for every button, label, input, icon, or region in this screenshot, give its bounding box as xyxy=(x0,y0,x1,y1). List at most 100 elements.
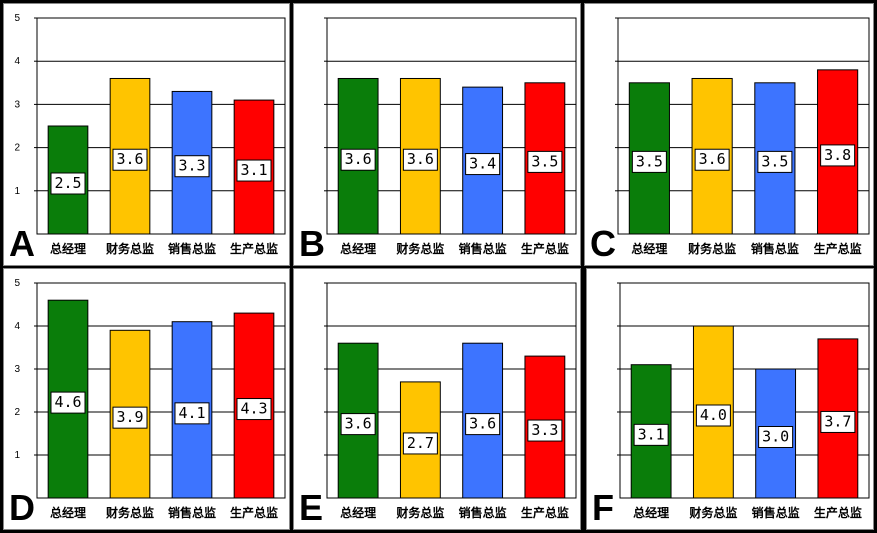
category-label-f-3: 销售总监 xyxy=(752,505,800,520)
data-label-f-4: 3.7 xyxy=(824,412,851,430)
category-label-c-1: 总经理 xyxy=(631,241,667,256)
category-label-b-1: 总经理 xyxy=(340,241,376,256)
panel-letter-c: C xyxy=(590,223,616,264)
chart-e: 3.6 总经理 2.7 财务总监 3.6 销售总监 3.3 生产总监 xyxy=(324,282,577,520)
data-label-f-1: 3.1 xyxy=(638,425,665,443)
data-label-c-2: 3.6 xyxy=(699,150,726,168)
data-label-e-4: 3.3 xyxy=(531,421,558,439)
data-label-box-d-1 xyxy=(50,391,86,414)
y-tick-label-d-1: 1 xyxy=(14,450,20,461)
category-label-a-4: 生产总监 xyxy=(230,241,278,256)
y-tick-label-a-5: 5 xyxy=(14,13,20,24)
y-tick-label-a-1: 1 xyxy=(14,186,20,197)
category-label-a-3: 销售总监 xyxy=(168,241,216,256)
category-label-d-4: 生产总监 xyxy=(230,505,278,520)
chart-b: 3.6 总经理 3.6 财务总监 3.4 销售总监 3.5 生产总监 xyxy=(324,17,577,256)
data-label-box-b-3 xyxy=(465,153,501,176)
data-label-box-c-4 xyxy=(820,144,856,167)
chart-f: 3.1 总经理 4.0 财务总监 3.0 销售总监 3.7 生产总监 xyxy=(617,282,870,520)
data-label-box-d-4 xyxy=(236,398,272,421)
data-label-box-a-2 xyxy=(112,148,148,171)
y-tick-label-d-3: 3 xyxy=(14,364,20,375)
panel-a: 1 2 3 4 5 2.5 总经理 3.6 财务总监 3.3 销售总监 3.1 生产总监 A xyxy=(3,3,290,266)
data-label-box-b-2 xyxy=(402,148,438,171)
y-tick-label-d-4: 4 xyxy=(14,321,20,332)
category-label-e-2: 财务总监 xyxy=(395,505,444,520)
category-label-c-4: 生产总监 xyxy=(814,241,862,256)
data-label-box-d-2 xyxy=(112,406,148,429)
category-label-a-1: 总经理 xyxy=(50,241,86,256)
chart-d: 1 2 3 4 5 4.6 总经理 3.9 财务总监 4.1 销售总监 4.3 生产总监 xyxy=(14,278,286,520)
panel-e: 3.6 总经理 2.7 财务总监 3.6 销售总监 3.3 生产总监 E xyxy=(293,268,581,530)
data-label-box-e-2 xyxy=(402,432,438,455)
y-tick-label-a-4: 4 xyxy=(14,56,20,67)
data-label-box-a-4 xyxy=(236,159,272,182)
data-label-e-1: 3.6 xyxy=(345,415,372,433)
data-label-box-c-3 xyxy=(757,150,793,173)
data-label-f-3: 3.0 xyxy=(762,428,789,446)
chart-a: 1 2 3 4 5 2.5 总经理 3.6 财务总监 3.3 销售总监 3.1 生产总监 xyxy=(14,13,286,256)
data-label-box-e-4 xyxy=(527,419,563,442)
data-label-d-4: 4.3 xyxy=(240,400,267,418)
data-label-box-f-2 xyxy=(695,404,731,427)
data-label-c-3: 3.5 xyxy=(761,152,788,170)
y-tick-label-a-2: 2 xyxy=(14,143,20,154)
data-label-box-d-3 xyxy=(174,402,210,425)
data-label-a-1: 2.5 xyxy=(54,174,81,192)
data-label-a-2: 3.6 xyxy=(116,150,143,168)
panel-d: 1 2 3 4 5 4.6 总经理 3.9 财务总监 4.1 销售总监 4.3 生产总监 D xyxy=(3,268,290,530)
category-label-c-3: 销售总监 xyxy=(751,241,799,256)
category-label-b-3: 销售总监 xyxy=(459,241,507,256)
data-label-d-2: 3.9 xyxy=(116,408,143,426)
data-label-b-4: 3.5 xyxy=(531,152,558,170)
data-label-box-c-2 xyxy=(694,148,730,171)
y-tick-label-d-5: 5 xyxy=(14,278,20,289)
data-label-box-e-3 xyxy=(465,413,501,436)
category-label-f-2: 财务总监 xyxy=(688,505,737,520)
category-label-c-2: 财务总监 xyxy=(687,241,736,256)
panel-letter-a: A xyxy=(9,223,35,264)
data-label-b-2: 3.6 xyxy=(407,150,434,168)
chart-c: 3.5 总经理 3.6 财务总监 3.5 销售总监 3.8 生产总监 xyxy=(615,17,870,256)
data-label-box-b-1 xyxy=(340,148,376,171)
data-label-d-1: 4.6 xyxy=(54,393,81,411)
data-label-e-3: 3.6 xyxy=(469,415,496,433)
data-label-box-e-1 xyxy=(340,413,376,436)
category-label-f-4: 生产总监 xyxy=(814,505,862,520)
panel-letter-b: B xyxy=(299,223,325,264)
panel-letter-e: E xyxy=(299,487,324,528)
category-label-d-2: 财务总监 xyxy=(105,505,154,520)
panel-f: 3.1 总经理 4.0 财务总监 3.0 销售总监 3.7 生产总监 F xyxy=(586,268,874,530)
category-label-e-4: 生产总监 xyxy=(521,505,569,520)
category-label-d-3: 销售总监 xyxy=(168,505,216,520)
y-tick-label-a-3: 3 xyxy=(14,99,20,110)
data-label-box-a-3 xyxy=(174,155,210,178)
data-label-a-3: 3.3 xyxy=(178,157,205,175)
category-label-b-4: 生产总监 xyxy=(521,241,569,256)
data-label-box-f-4 xyxy=(820,410,856,433)
category-label-f-1: 总经理 xyxy=(633,505,669,520)
data-label-box-a-1 xyxy=(50,172,86,195)
data-label-a-4: 3.1 xyxy=(240,161,267,179)
category-label-e-1: 总经理 xyxy=(340,505,376,520)
category-label-e-3: 销售总监 xyxy=(459,505,507,520)
category-label-d-1: 总经理 xyxy=(50,505,86,520)
category-label-b-2: 财务总监 xyxy=(395,241,444,256)
data-label-c-4: 3.8 xyxy=(824,146,851,164)
panel-letter-f: F xyxy=(592,487,614,528)
data-label-box-b-4 xyxy=(527,150,563,173)
data-label-b-1: 3.6 xyxy=(345,150,372,168)
data-label-box-f-1 xyxy=(633,423,669,446)
category-label-a-2: 财务总监 xyxy=(105,241,154,256)
panel-letter-d: D xyxy=(9,487,35,528)
data-label-c-1: 3.5 xyxy=(636,152,663,170)
panel-b: 3.6 总经理 3.6 财务总监 3.4 销售总监 3.5 生产总监 B xyxy=(293,3,581,266)
data-label-e-2: 2.7 xyxy=(407,434,434,452)
y-tick-label-d-2: 2 xyxy=(14,407,20,418)
data-label-b-3: 3.4 xyxy=(469,155,496,173)
data-label-box-f-3 xyxy=(758,426,794,448)
data-label-f-2: 4.0 xyxy=(700,406,727,424)
data-label-box-c-1 xyxy=(631,150,667,173)
panel-c: 3.5 总经理 3.6 财务总监 3.5 销售总监 3.8 生产总监 C xyxy=(584,3,874,266)
